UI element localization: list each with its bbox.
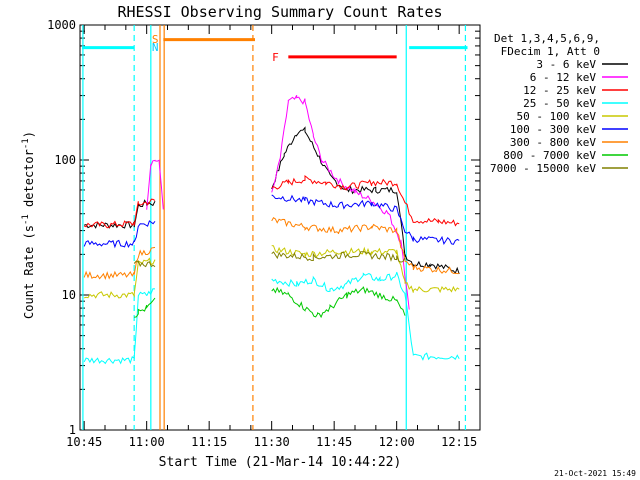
legend-label: 6 - 12 keV	[530, 71, 597, 84]
x-tick-label: 12:00	[379, 435, 415, 449]
annotation-s: S	[152, 33, 159, 46]
chart-title: RHESSI Observing Summary Count Rates	[117, 3, 442, 21]
annotation-f: F	[272, 51, 279, 64]
legend-header: Det 1,3,4,5,6,9,	[494, 32, 600, 45]
y-tick-label: 10	[62, 288, 76, 302]
plot-frame	[79, 24, 481, 431]
y-axis-label: Count Rate (s-1 detector-1)	[21, 131, 36, 319]
y-axis-label-part: -1	[21, 138, 31, 149]
x-tick-label: 11:30	[254, 435, 290, 449]
legend-label: 25 - 50 keV	[523, 97, 596, 110]
y-axis-label-part: -1	[21, 214, 31, 225]
series-line	[134, 286, 406, 319]
legend-header: FDecim 1, Att 0	[501, 45, 600, 58]
legend-label: 300 - 800 keV	[510, 136, 596, 149]
y-axis-label-part: )	[22, 131, 36, 138]
x-tick-label: 11:00	[129, 435, 165, 449]
y-tick-label: 1	[69, 423, 76, 437]
series-line	[84, 245, 460, 299]
legend-label: 800 - 7000 keV	[503, 149, 596, 162]
legend: Det 1,3,4,5,6,9,FDecim 1, Att 03 - 6 keV…	[490, 32, 628, 175]
y-axis-label-part: Count Rate (s	[22, 225, 36, 319]
legend-label: 3 - 6 keV	[536, 58, 596, 71]
x-tick-label: 11:45	[316, 435, 352, 449]
y-axis-label-text: Count Rate (s-1 detector-1)	[21, 131, 36, 319]
x-tick-label: 12:15	[441, 435, 477, 449]
series-line	[83, 216, 460, 280]
series-line	[83, 271, 460, 365]
series-line	[83, 194, 460, 249]
x-axis-label: Start Time (21-Mar-14 10:44:22)	[159, 455, 402, 470]
footer-timestamp: 21-Oct-2021 15:49	[554, 469, 636, 478]
series-line	[146, 95, 410, 310]
x-tick-label: 11:15	[191, 435, 227, 449]
y-tick-label: 100	[54, 153, 76, 167]
legend-label: 12 - 25 keV	[523, 84, 596, 97]
legend-label: 50 - 100 keV	[517, 110, 597, 123]
series-line	[133, 251, 406, 268]
y-axis-label-part: detector	[22, 149, 36, 214]
y-tick-label: 1000	[47, 18, 76, 32]
x-tick-label: 10:45	[66, 435, 102, 449]
series-line	[84, 175, 460, 229]
plot-layer: 1 10 100 1000 10:45 11:00 11:15 11:30 11:45 12:00…	[47, 18, 481, 449]
annotation-n: N	[152, 41, 159, 54]
legend-label: 7000 - 15000 keV	[490, 162, 596, 175]
series-group	[83, 95, 460, 365]
legend-label: 100 - 300 keV	[510, 123, 596, 136]
